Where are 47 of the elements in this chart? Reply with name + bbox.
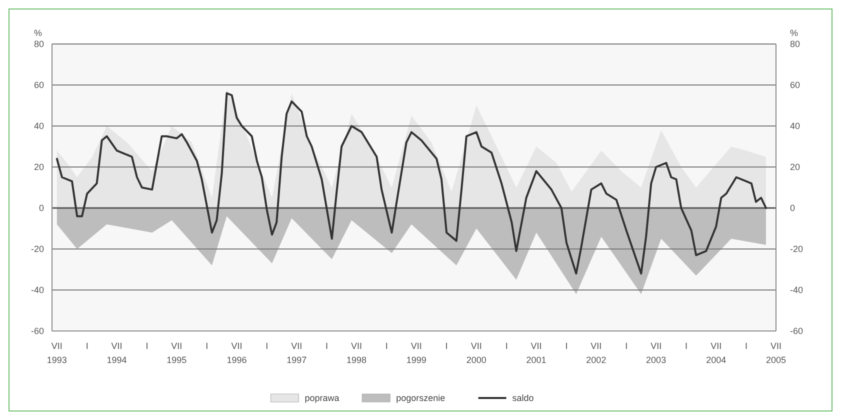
x-tick-label: I	[266, 341, 268, 351]
x-tick-label: VII 1998	[346, 341, 367, 365]
x-tick-label: I	[146, 341, 148, 351]
x-tick-label: I	[505, 341, 508, 351]
x-tick-label: I	[745, 341, 748, 351]
legend-label: poprawa	[304, 393, 340, 404]
x-tick-label: VII 1997	[286, 341, 307, 365]
x-tick-label: VII 1996	[226, 341, 247, 365]
x-tick-label: VII 1993	[46, 341, 67, 365]
y-tick-label: 20	[34, 162, 44, 172]
x-tick-label: I	[625, 341, 628, 351]
x-tick-label: I	[685, 341, 688, 351]
y2-tick-label: 80	[790, 39, 800, 50]
y2-tick-label: 40	[790, 121, 800, 132]
x-tick-label: VII 1994	[106, 341, 127, 365]
x-tick-label: I	[86, 341, 88, 351]
y2-tick-label: -40	[790, 285, 804, 296]
x-tick-label: VII 2004	[706, 341, 726, 365]
y-tick-label: 80	[34, 39, 44, 50]
y-tick-label: 40	[34, 121, 44, 132]
y-tick-label: -20	[30, 244, 44, 254]
line-series	[56, 92, 767, 275]
legend-label: saldo	[512, 393, 534, 404]
x-tick-label: VII 2001	[526, 341, 546, 365]
y-tick-label: 60	[34, 80, 44, 90]
y2-tick-label: -20	[790, 244, 804, 254]
y2-tick-label: -60	[790, 326, 804, 336]
x-tick-label: I	[445, 341, 448, 351]
x-tick-label: VII 2002	[586, 341, 606, 365]
legend-label: pogorszenie	[396, 393, 446, 404]
x-tick-label: VII 2005	[766, 341, 786, 365]
y2-tick-label: 60	[790, 80, 800, 90]
x-tick-label: VII 1995	[166, 341, 187, 365]
y-tick-label: -40	[30, 285, 44, 296]
x-tick-label: I	[565, 341, 568, 351]
y2-tick-label: 0	[790, 203, 796, 214]
y-tick-label: 0	[38, 203, 44, 214]
x-tick-label: I	[326, 341, 328, 351]
y-axis-title: %	[34, 28, 42, 38]
y2-axis-title: %	[790, 28, 798, 38]
y-tick-label: -60	[30, 326, 44, 336]
x-tick-label: VII 1999	[406, 341, 426, 365]
y2-tick-label: 20	[790, 162, 800, 172]
x-tick-label: I	[206, 341, 208, 351]
x-tick-label: I	[385, 341, 388, 351]
x-tick-label: VII 2000	[466, 341, 486, 365]
x-tick-label: VII 2003	[646, 341, 666, 365]
